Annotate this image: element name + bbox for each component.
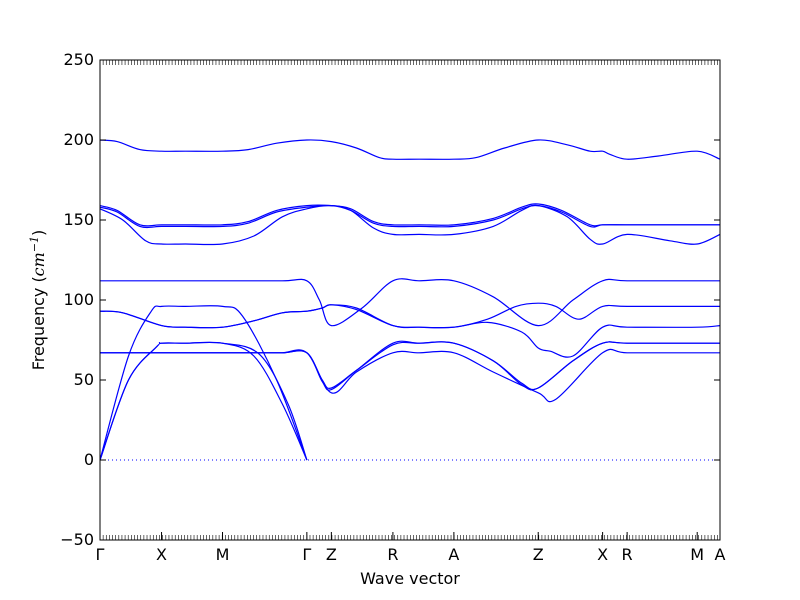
y-axis-ticks: −50 0 50 100 150 200 250 xyxy=(60,50,720,549)
series-layer xyxy=(99,139,721,461)
x-tick-label: Γ xyxy=(96,545,105,564)
y-axis-label-exponent: −1 xyxy=(28,236,41,252)
x-tick-label: A xyxy=(448,545,459,564)
x-tick-label: Γ xyxy=(302,545,311,564)
band-line-6 xyxy=(100,340,720,391)
x-tick-label: M xyxy=(690,545,704,564)
y-tick-label: 200 xyxy=(63,130,94,149)
x-tick-label: R xyxy=(622,545,633,564)
y-tick-label: −50 xyxy=(60,530,94,549)
x-tick-label: Z xyxy=(533,545,544,564)
band-line-13 xyxy=(99,139,721,160)
band-line-9 xyxy=(100,278,720,327)
y-axis-label-prefix: Frequency ( xyxy=(29,276,48,370)
x-tick-label: A xyxy=(715,545,726,564)
y-tick-label: 50 xyxy=(74,370,94,389)
band-line-12 xyxy=(99,204,721,246)
x-tick-label: M xyxy=(216,545,230,564)
y-tick-label: 250 xyxy=(63,50,94,69)
x-tick-label: X xyxy=(156,545,167,564)
x-tick-label: X xyxy=(597,545,608,564)
y-axis-label: Frequency (cm−1) xyxy=(28,230,48,371)
y-tick-label: 150 xyxy=(63,210,94,229)
y-tick-label: 100 xyxy=(63,290,94,309)
y-axis-label-unit: cm xyxy=(29,252,48,276)
x-tick-label: Z xyxy=(326,545,337,564)
y-tick-label: 0 xyxy=(84,450,94,469)
x-axis-label: Wave vector xyxy=(360,569,460,588)
x-tick-label: R xyxy=(387,545,398,564)
band-line-11 xyxy=(99,203,720,227)
plot-frame xyxy=(99,59,721,541)
band-line-8 xyxy=(99,302,720,329)
y-axis-label-suffix: ) xyxy=(29,230,48,236)
